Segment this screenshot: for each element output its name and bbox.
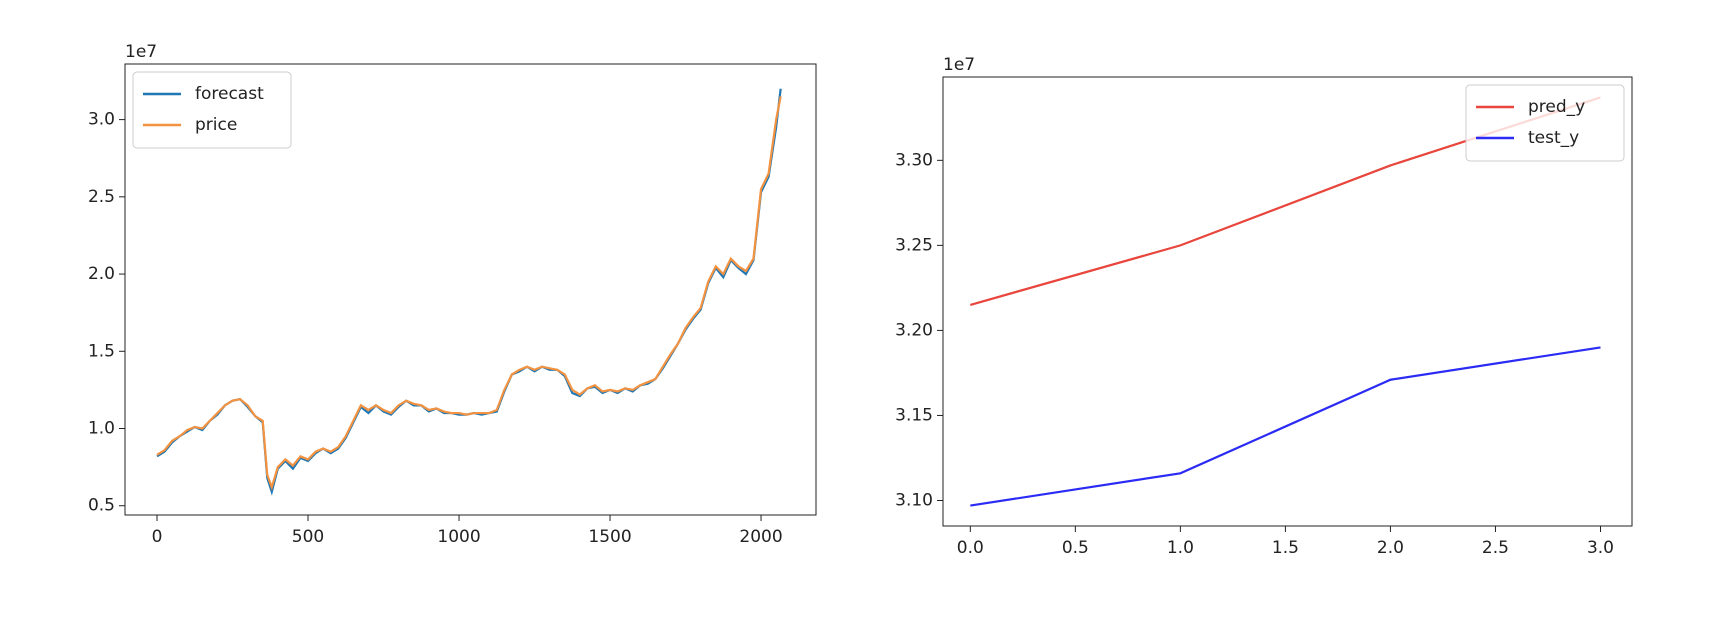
y-tick-label: 1.5 (88, 341, 115, 361)
legend-label: forecast (195, 84, 264, 104)
legend-label: price (195, 115, 237, 135)
series-line (156, 96, 782, 491)
x-tick-label: 2000 (739, 527, 782, 547)
legend-label: pred_y (1528, 97, 1585, 117)
x-tick-label: 0 (152, 527, 163, 547)
y-tick-label: 2.0 (88, 264, 115, 284)
offset-label: 1e7 (125, 42, 157, 62)
x-tick-label: 1.0 (1167, 538, 1194, 558)
series-line (156, 88, 782, 496)
x-tick-label: 0.5 (1062, 538, 1089, 558)
x-tick-label: 3.0 (1587, 538, 1614, 558)
plot-frame (124, 63, 817, 516)
x-tick-label: 1000 (437, 527, 480, 547)
series-line (970, 346, 1601, 507)
legend-box (132, 71, 292, 149)
x-tick-label: 1500 (588, 527, 631, 547)
x-tick-label: 1.5 (1272, 538, 1299, 558)
plot-frame (942, 76, 1633, 527)
y-tick-label: 2.5 (88, 187, 115, 207)
x-tick-label: 500 (292, 527, 324, 547)
y-tick-label: 3.0 (88, 110, 115, 130)
x-tick-label: 2.0 (1377, 538, 1404, 558)
y-tick-label: 3.25 (895, 235, 933, 255)
y-tick-label: 3.15 (895, 405, 933, 425)
offset-label: 1e7 (943, 55, 975, 75)
y-tick-label: 3.20 (895, 320, 933, 340)
x-tick-label: 2.5 (1482, 538, 1509, 558)
legend-label: test_y (1528, 128, 1579, 148)
y-tick-label: 3.30 (895, 150, 933, 170)
y-tick-label: 0.5 (88, 496, 115, 516)
x-tick-label: 0.0 (957, 538, 984, 558)
legend-box (1465, 84, 1625, 162)
y-tick-label: 1.0 (88, 419, 115, 439)
y-tick-label: 3.10 (895, 490, 933, 510)
